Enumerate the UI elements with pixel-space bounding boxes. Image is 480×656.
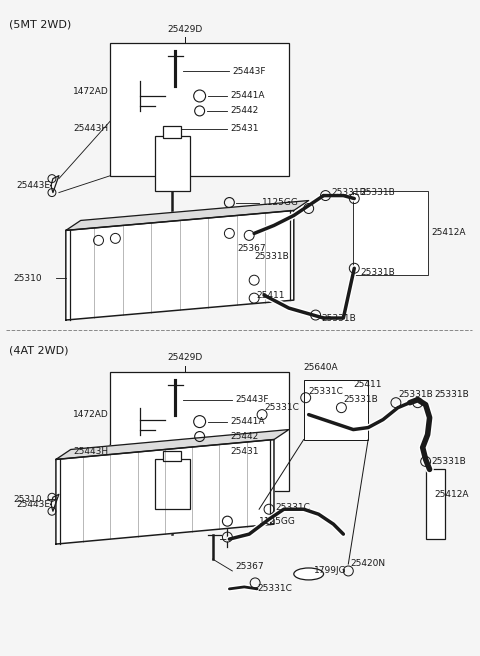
Text: 25331B: 25331B [343, 395, 378, 404]
Bar [426, 470, 445, 539]
Text: 25310: 25310 [13, 495, 42, 504]
Bar [110, 372, 289, 491]
Text: 1472AD: 1472AD [72, 87, 108, 96]
Text: 25443F: 25443F [232, 67, 266, 75]
Text: 25331B: 25331B [332, 188, 366, 197]
Text: 25331B: 25331B [360, 268, 395, 277]
Ellipse shape [294, 568, 324, 580]
Polygon shape [56, 430, 289, 459]
Text: (5MT 2WD): (5MT 2WD) [9, 19, 72, 30]
Text: 25420N: 25420N [350, 560, 385, 569]
Bar [304, 380, 368, 440]
Text: 25443H: 25443H [73, 447, 108, 456]
Text: 1125GG: 1125GG [259, 517, 296, 525]
Text: 25331C: 25331C [275, 502, 310, 512]
Text: 25431: 25431 [230, 447, 259, 456]
Text: 25367: 25367 [235, 562, 264, 571]
Bar [353, 191, 428, 276]
Text: 25443F: 25443F [235, 395, 269, 404]
Polygon shape [56, 440, 274, 544]
Text: 25411: 25411 [256, 291, 285, 300]
Text: 25443E: 25443E [16, 500, 50, 509]
Text: 25411: 25411 [353, 380, 382, 389]
Text: 25441A: 25441A [230, 417, 265, 426]
Text: 25331B: 25331B [434, 390, 469, 400]
Text: 25443H: 25443H [73, 125, 108, 133]
Bar [155, 136, 190, 191]
Text: 25331B: 25331B [254, 252, 289, 261]
Polygon shape [66, 211, 294, 320]
Text: 25442: 25442 [230, 432, 259, 441]
Text: 25441A: 25441A [230, 91, 265, 100]
Text: 25431: 25431 [230, 125, 259, 133]
Text: 25331C: 25331C [264, 403, 299, 412]
Text: 25331B: 25331B [360, 188, 395, 197]
Text: 25640A: 25640A [304, 363, 338, 373]
Text: 25331C: 25331C [309, 387, 344, 396]
Bar [155, 459, 190, 509]
Bar [163, 126, 181, 138]
Text: 1125GG: 1125GG [262, 198, 299, 207]
Text: 25310: 25310 [13, 274, 42, 283]
Text: 25331B: 25331B [322, 314, 356, 323]
Text: 25412A: 25412A [434, 490, 469, 499]
Text: 1472AD: 1472AD [72, 410, 108, 419]
Text: 25429D: 25429D [167, 354, 203, 362]
Text: 25331B: 25331B [398, 390, 432, 400]
Polygon shape [66, 201, 309, 230]
Bar [110, 43, 289, 176]
Text: 25367: 25367 [237, 244, 266, 253]
Text: 25331B: 25331B [432, 457, 467, 466]
Text: 25443E: 25443E [16, 181, 50, 190]
Text: 1799JG: 1799JG [313, 567, 346, 575]
Text: 25331C: 25331C [257, 584, 292, 594]
Bar [163, 451, 181, 461]
Text: (4AT 2WD): (4AT 2WD) [9, 346, 69, 356]
Text: 25412A: 25412A [432, 228, 466, 237]
Text: 25442: 25442 [230, 106, 259, 115]
Text: 25429D: 25429D [167, 25, 203, 33]
